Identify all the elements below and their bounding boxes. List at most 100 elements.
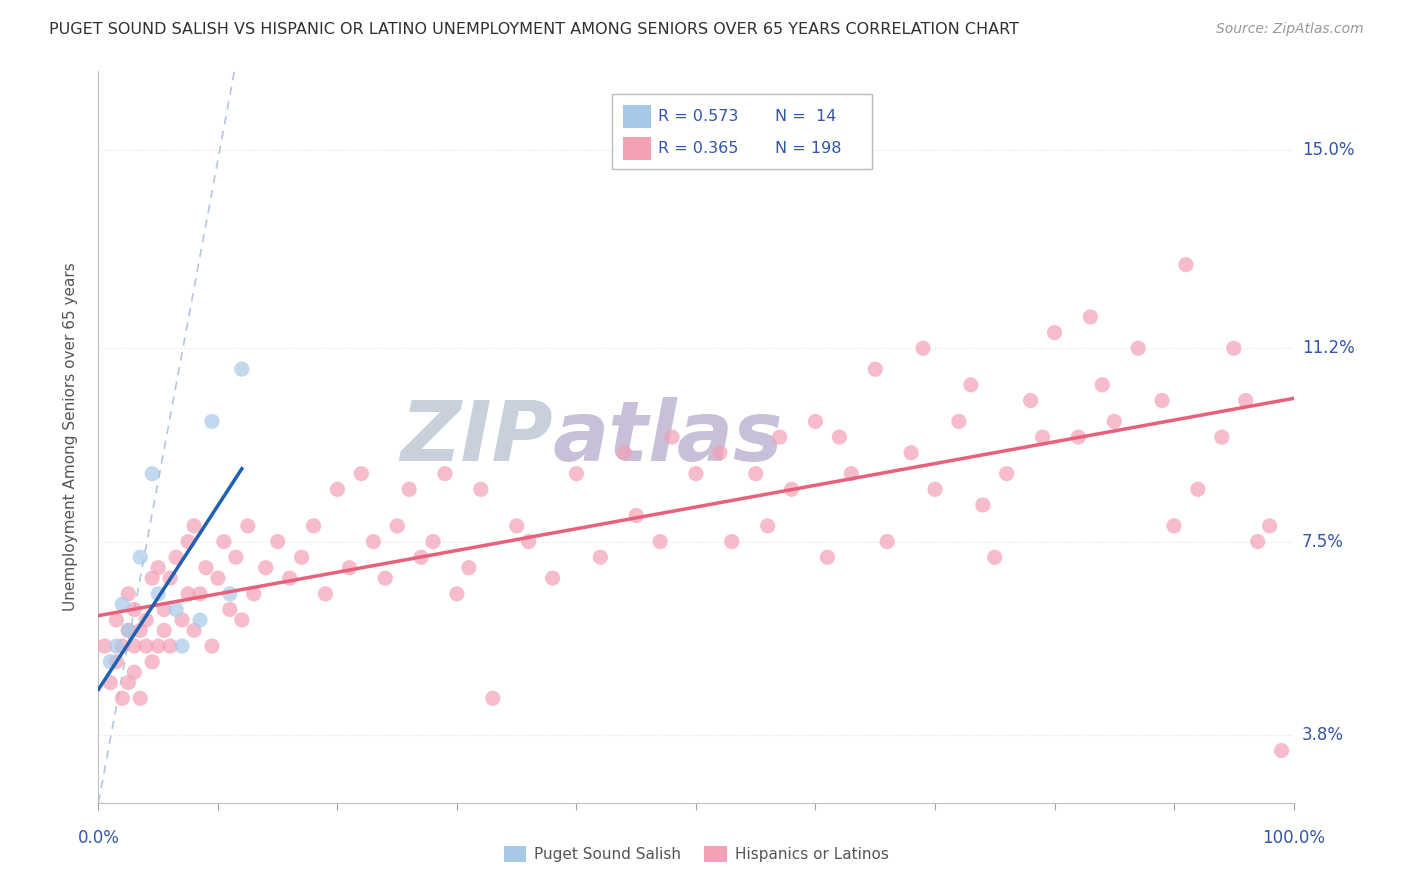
Text: Source: ZipAtlas.com: Source: ZipAtlas.com [1216, 22, 1364, 37]
Point [117, 675, 139, 690]
Point [1080, 310, 1102, 324]
Point [326, 483, 349, 497]
Point [1247, 534, 1270, 549]
Point [135, 613, 157, 627]
Y-axis label: Unemployment Among Seniors over 65 years: Unemployment Among Seniors over 65 years [63, 263, 77, 611]
Text: atlas: atlas [553, 397, 783, 477]
Point [172, 639, 194, 653]
Point [541, 571, 564, 585]
Point [1234, 393, 1257, 408]
Text: ZIP: ZIP [399, 397, 553, 477]
Point [1032, 430, 1054, 444]
Point [984, 550, 1007, 565]
Point [1104, 414, 1126, 428]
Point [924, 483, 946, 497]
Text: 3.8%: 3.8% [1302, 726, 1344, 744]
Point [1091, 377, 1114, 392]
Point [291, 550, 314, 565]
Point [141, 571, 163, 585]
Point [219, 602, 242, 616]
Point [201, 414, 224, 428]
Point [124, 602, 146, 616]
Point [709, 446, 731, 460]
Point [411, 550, 433, 565]
Point [105, 655, 128, 669]
Point [865, 362, 887, 376]
Point [219, 587, 242, 601]
Point [141, 467, 163, 481]
Point [1163, 519, 1185, 533]
Point [117, 587, 139, 601]
Point [613, 446, 636, 460]
Point [1128, 341, 1150, 355]
Text: 15.0%: 15.0% [1302, 141, 1354, 159]
Point [517, 534, 540, 549]
Point [159, 571, 181, 585]
Point [446, 587, 468, 601]
Text: 0.0%: 0.0% [77, 829, 120, 847]
Point [236, 519, 259, 533]
Point [482, 691, 505, 706]
Point [243, 587, 266, 601]
Text: N = 198: N = 198 [775, 141, 841, 156]
Point [912, 341, 935, 355]
Point [804, 414, 827, 428]
Text: PUGET SOUND SALISH VS HISPANIC OR LATINO UNEMPLOYMENT AMONG SENIORS OVER 65 YEAR: PUGET SOUND SALISH VS HISPANIC OR LATINO… [49, 22, 1019, 37]
Point [398, 483, 420, 497]
Point [165, 550, 187, 565]
Legend: Puget Sound Salish, Hispanics or Latinos: Puget Sound Salish, Hispanics or Latinos [498, 840, 894, 868]
Point [148, 560, 170, 574]
Point [231, 613, 253, 627]
Point [129, 691, 152, 706]
Point [183, 624, 205, 638]
Text: N =  14: N = 14 [775, 109, 837, 124]
Point [124, 639, 146, 653]
Point [1258, 519, 1281, 533]
Point [188, 587, 211, 601]
Point [756, 519, 779, 533]
Text: 11.2%: 11.2% [1302, 339, 1354, 358]
Point [195, 560, 218, 574]
Point [434, 467, 457, 481]
Point [177, 587, 200, 601]
Point [385, 519, 409, 533]
Point [650, 534, 672, 549]
Point [315, 587, 337, 601]
Point [201, 639, 224, 653]
Point [1067, 430, 1090, 444]
Point [374, 571, 396, 585]
Point [177, 534, 200, 549]
Point [1019, 393, 1042, 408]
Point [506, 519, 529, 533]
Point [1043, 326, 1066, 340]
Point [153, 624, 176, 638]
Text: R = 0.573: R = 0.573 [658, 109, 738, 124]
Point [721, 534, 744, 549]
Point [876, 534, 898, 549]
Point [995, 467, 1018, 481]
Point [117, 624, 139, 638]
Point [267, 534, 290, 549]
Point [183, 519, 205, 533]
Text: R = 0.365: R = 0.365 [658, 141, 738, 156]
Point [1175, 258, 1198, 272]
Point [828, 430, 851, 444]
Point [1211, 430, 1233, 444]
Point [422, 534, 444, 549]
Point [350, 467, 373, 481]
Point [972, 498, 994, 512]
Point [159, 639, 181, 653]
Point [148, 639, 170, 653]
Point [153, 602, 176, 616]
Text: 100.0%: 100.0% [1263, 829, 1324, 847]
Point [129, 550, 152, 565]
Point [129, 624, 152, 638]
Point [98, 655, 122, 669]
Point [225, 550, 247, 565]
Point [769, 430, 792, 444]
Point [661, 430, 683, 444]
Point [1152, 393, 1174, 408]
Point [135, 639, 157, 653]
Point [960, 377, 983, 392]
Point [589, 550, 612, 565]
